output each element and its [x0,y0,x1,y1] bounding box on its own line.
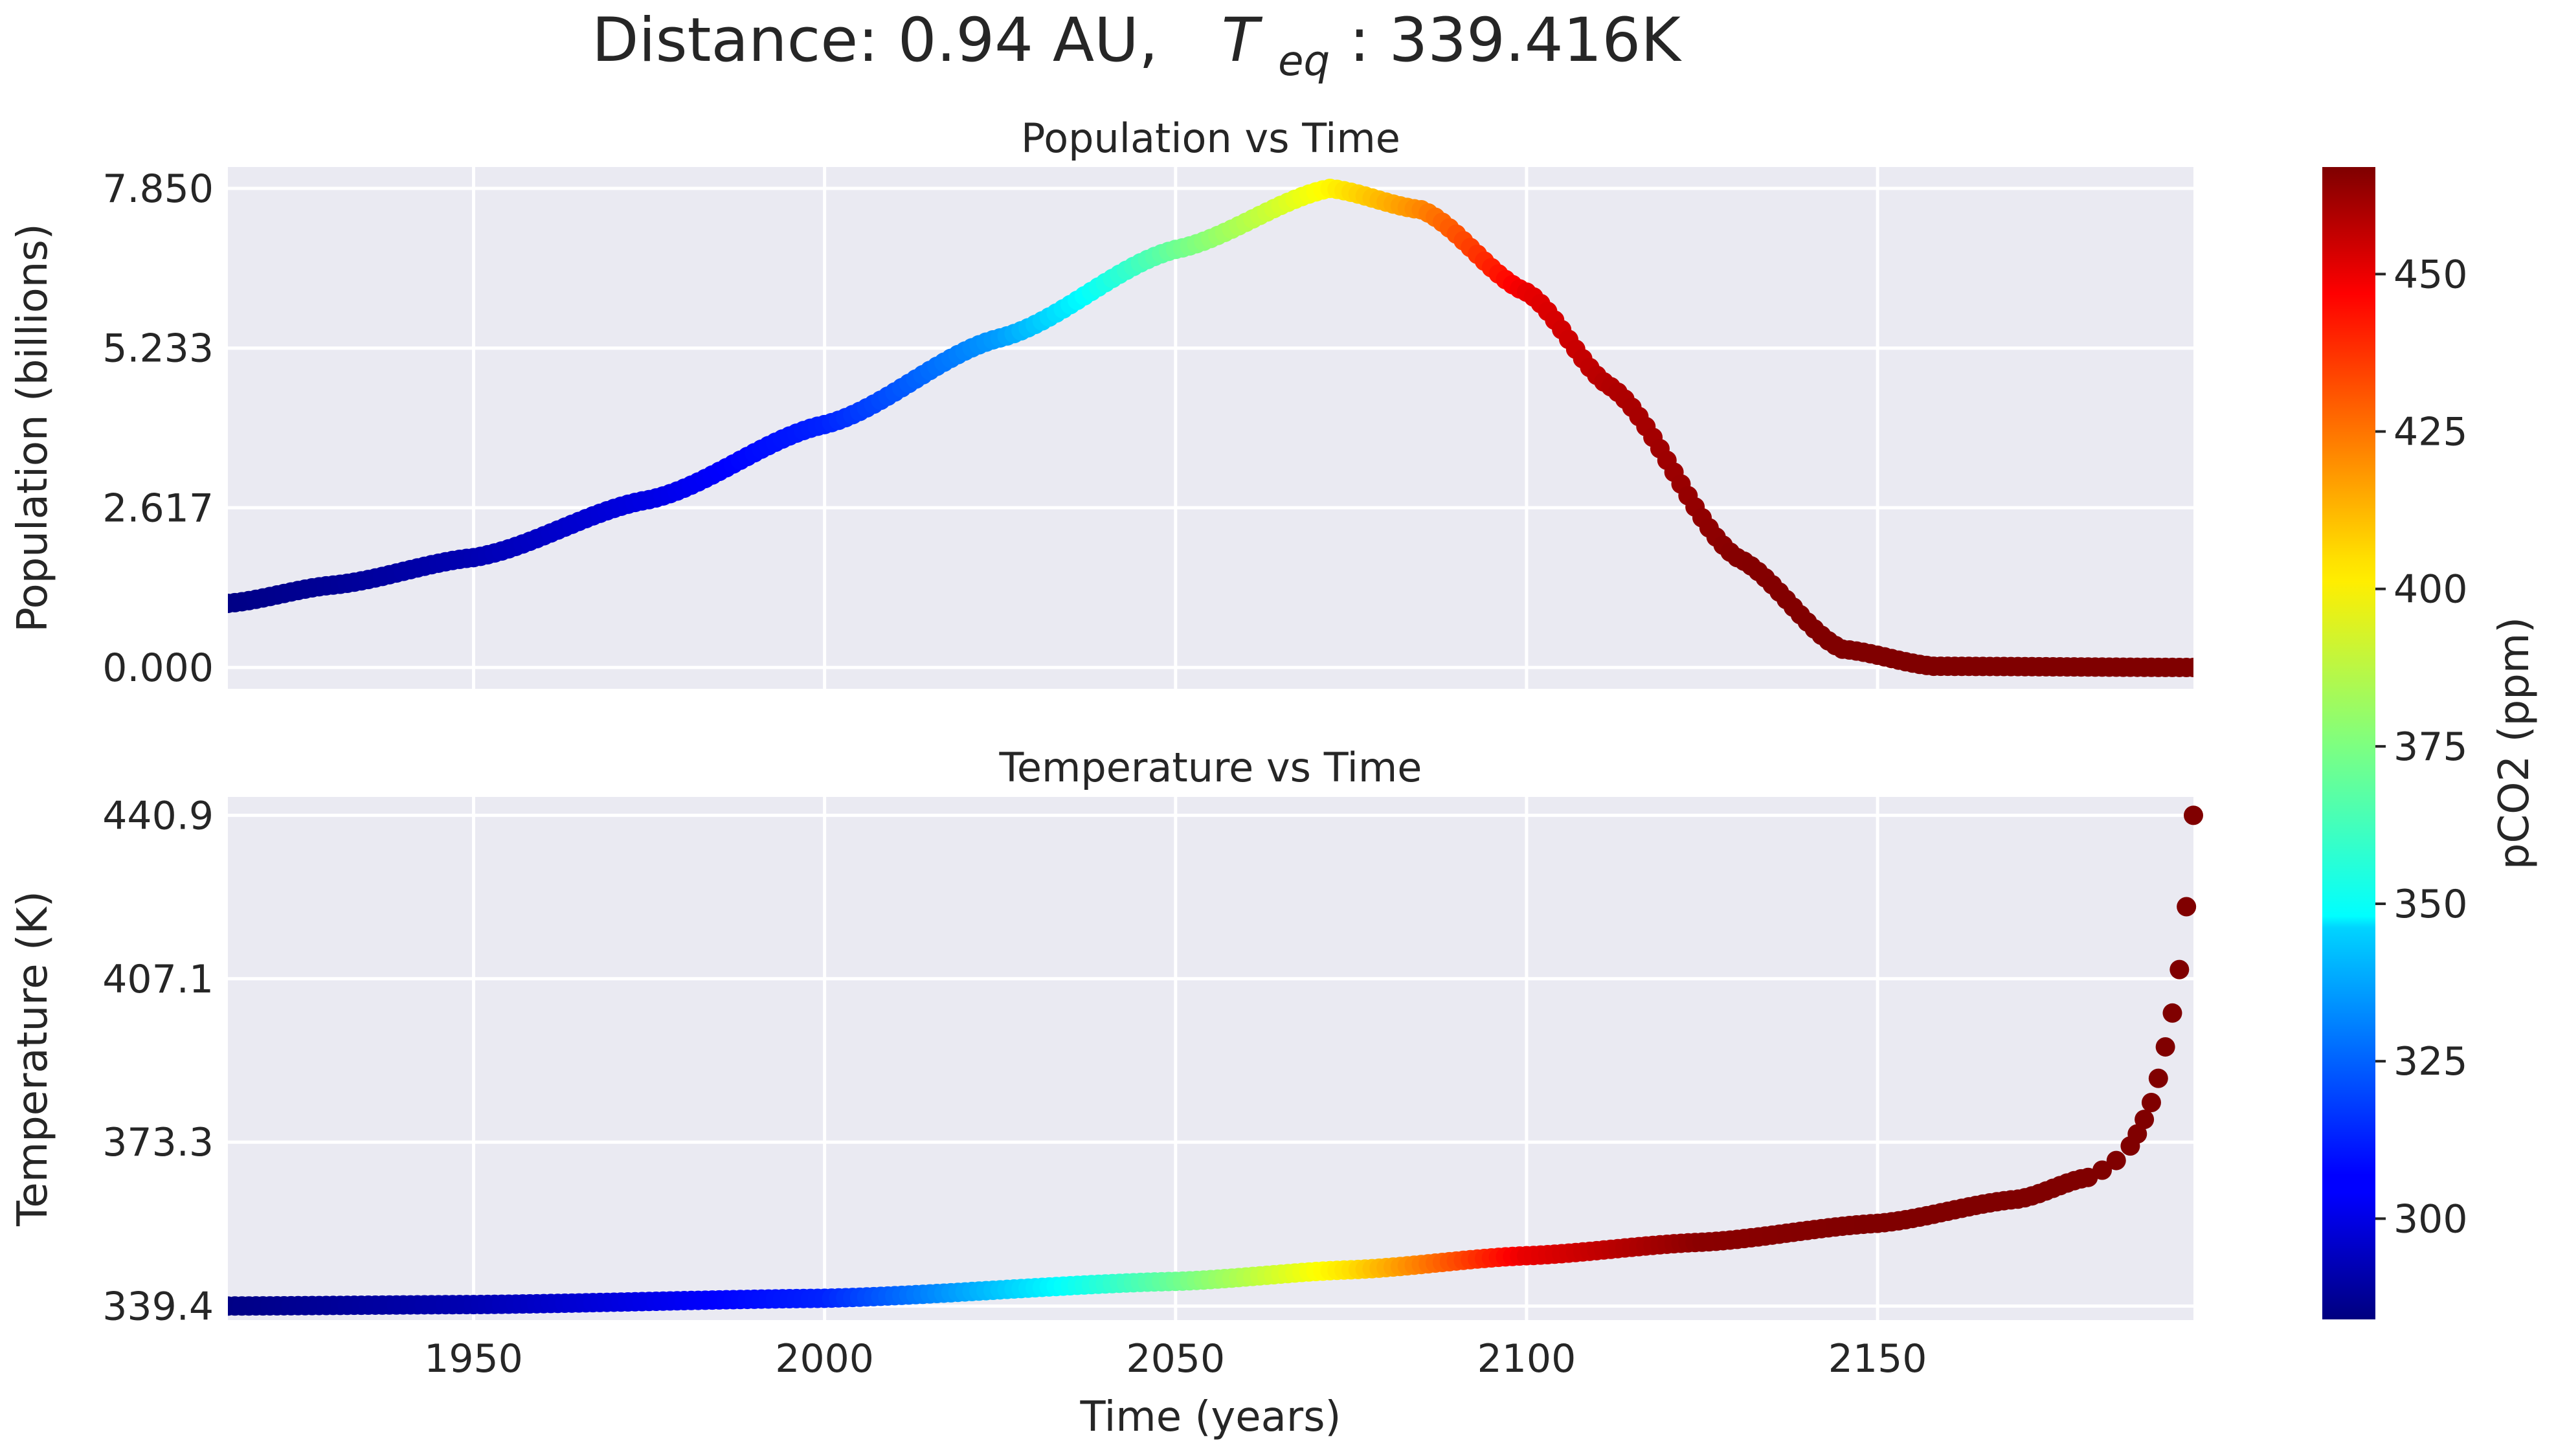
suptitle-prefix: Distance: 0.94 AU, [592,5,1158,76]
colorbar-tick-label: 375 [2393,724,2468,770]
population-y-axis-label: Population (billions) [9,223,57,632]
y-tick-label: 5.233 [102,326,214,372]
temperature-title: Temperature vs Time [999,744,1422,791]
colorbar-ticks: 300 325 350 375 400 425 450 [2375,252,2468,1242]
population-panel: Population vs Time 0.0002.6175.2337.850 … [9,115,2193,691]
colorbar-tick-label: 350 [2393,882,2468,927]
data-point [2092,1160,2113,1180]
data-point [2141,1092,2161,1112]
figure-suptitle: Distance: 0.94 AU, T eq : 339.416K [592,5,1682,90]
data-point [2148,1068,2168,1088]
colorbar-gradient [2322,167,2375,1319]
temperature-x-tick-labels: 1950 2000 2050 2100 2150 [424,1336,1927,1382]
x-axis-label: Time (years) [1079,1393,1341,1441]
suptitle-suffix: : 339.416K [1349,5,1682,76]
colorbar-tick-label: 325 [2393,1039,2468,1084]
population-title: Population vs Time [1021,115,1400,162]
temperature-panel: Temperature vs Time 339.4 373.3 407.1 440.9… [9,744,2203,1441]
colorbar-label: pCO2 (ppm) [2491,617,2539,869]
x-tick-label: 1950 [424,1336,523,1382]
data-point [2177,897,2197,917]
x-tick-label: 2100 [1477,1336,1576,1382]
colorbar-tick-label: 450 [2393,252,2468,297]
data-point [2155,1037,2175,1057]
x-tick-label: 2000 [775,1336,874,1382]
y-tick-label: 2.617 [102,486,214,531]
colorbar-tick-label: 400 [2393,567,2468,612]
colorbar: 300 325 350 375 400 425 450 pCO2 (ppm) [2322,167,2539,1319]
data-point [2135,1110,2155,1130]
data-point [2184,805,2203,825]
population-points [228,178,2193,678]
temperature-points [228,1167,2098,1316]
temperature-plot-area [228,797,2193,1320]
temperature-y-axis-label: Temperature (K) [9,891,57,1227]
temperature-y-tick-labels: 339.4 373.3 407.1 440.9 [102,793,214,1329]
y-tick-label: 373.3 [102,1120,214,1165]
x-tick-label: 2050 [1126,1336,1225,1382]
y-tick-label: 0.000 [102,645,214,691]
y-tick-label: 407.1 [102,957,214,1002]
colorbar-tick-label: 300 [2393,1196,2468,1242]
population-plot-area [228,167,2193,689]
population-y-tick-labels: 0.000 2.617 5.233 7.850 [102,166,214,691]
data-point [2106,1150,2126,1170]
data-point [2127,1124,2147,1144]
temperature-tail-points [2092,805,2203,1180]
colorbar-tick-label: 425 [2393,410,2468,455]
data-point [2184,658,2193,678]
y-tick-label: 440.9 [102,793,214,838]
suptitle-variable: T [1222,5,1263,76]
y-tick-label: 7.850 [102,166,214,212]
suptitle-subscript: eq [1278,38,1330,85]
data-point [2162,1003,2182,1023]
y-tick-label: 339.4 [102,1284,214,1329]
x-tick-label: 2150 [1828,1336,1927,1382]
data-point [2169,959,2190,980]
